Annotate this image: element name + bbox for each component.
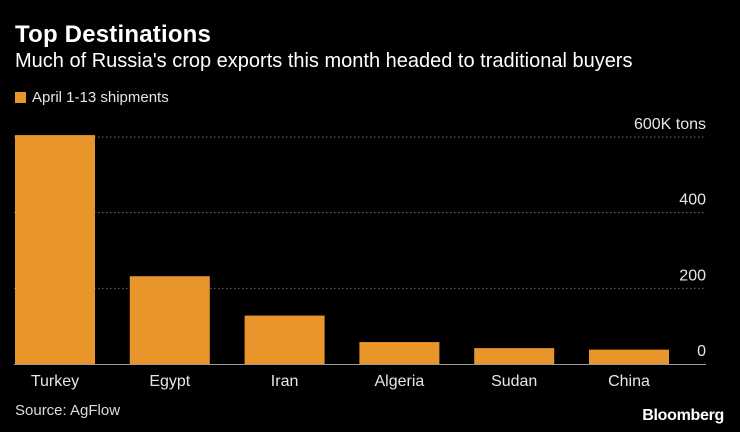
legend: April 1-13 shipments	[15, 89, 169, 106]
chart-title: Top Destinations	[15, 21, 212, 48]
legend-swatch	[15, 92, 26, 103]
bar-iran	[244, 315, 325, 364]
chart-subtitle: Much of Russia's crop exports this month…	[15, 50, 633, 72]
y-tick-label: 0	[697, 343, 706, 360]
x-tick-label-iran: Iran	[271, 373, 299, 390]
y-tick-label: 400	[679, 192, 706, 209]
bars	[15, 135, 669, 364]
legend-label: April 1-13 shipments	[32, 89, 169, 106]
bloomberg-logo: Bloomberg	[642, 407, 724, 424]
x-tick-label-egypt: Egypt	[149, 373, 190, 390]
bar-china	[589, 349, 669, 364]
x-tick-label-turkey: Turkey	[31, 373, 79, 390]
y-tick-labels: 0 200 400 600K tons	[634, 116, 706, 360]
y-tick-label: 600K tons	[634, 116, 706, 133]
grid-lines	[14, 136, 706, 365]
bar-egypt	[129, 276, 210, 364]
x-tick-label-sudan: Sudan	[491, 373, 537, 390]
y-tick-label: 200	[679, 267, 706, 284]
x-tick-labels: Turkey Egypt Iran Algeria Sudan China	[31, 373, 650, 390]
bar-algeria	[359, 342, 440, 364]
x-tick-label-china: China	[608, 373, 650, 390]
x-tick-label-algeria: Algeria	[374, 373, 424, 390]
bar-turkey	[15, 135, 95, 364]
bar-sudan	[474, 348, 555, 364]
source-note: Source: AgFlow	[15, 402, 121, 419]
